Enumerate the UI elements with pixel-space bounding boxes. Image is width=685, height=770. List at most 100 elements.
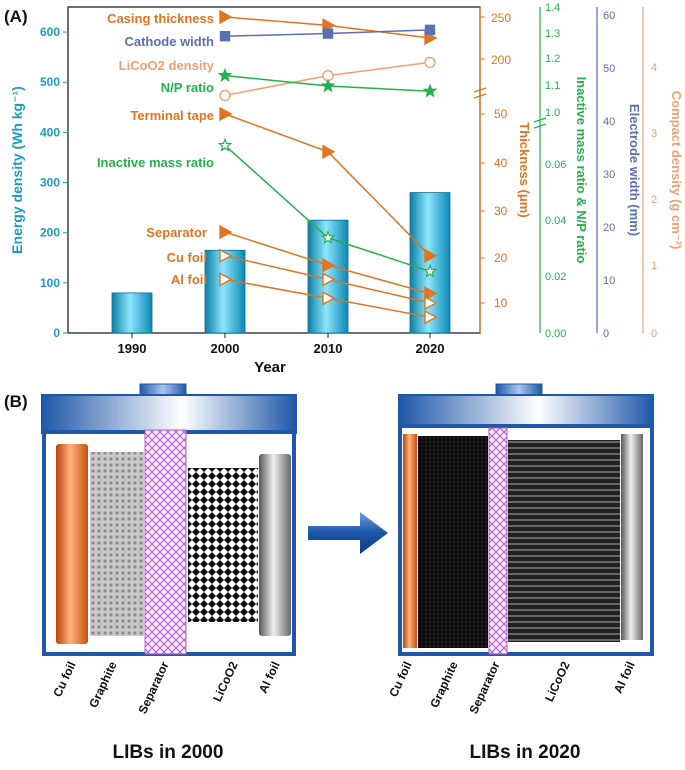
graphite-layer xyxy=(90,452,144,636)
ratio-tick: 0.06 xyxy=(545,159,566,171)
series-marker-licoo2-density xyxy=(424,56,436,69)
cell-title-2020: LIBs in 2020 xyxy=(470,742,581,763)
y-tick-label: 600 xyxy=(40,25,60,39)
thickness-tick: 10 xyxy=(494,296,508,310)
width-tick: 20 xyxy=(603,222,615,234)
licoo2-layer xyxy=(508,440,620,642)
series-marker-n-p-ratio xyxy=(320,78,336,93)
y-tick-label: 0 xyxy=(53,326,60,340)
series-marker-n-p-ratio xyxy=(217,67,233,82)
bar-2020 xyxy=(409,192,451,334)
width-tick: 30 xyxy=(603,169,615,181)
series-marker-cu-foil xyxy=(219,248,233,263)
ratio-tick: 1.1 xyxy=(545,80,560,92)
series-marker-separator xyxy=(219,224,233,240)
width-tick: 0 xyxy=(603,328,609,340)
series-marker-terminal-tape xyxy=(424,248,438,263)
ratio-tick: 0.02 xyxy=(545,271,566,283)
series-marker-cu-foil xyxy=(424,295,438,311)
ratio-tick: 1.0 xyxy=(545,107,560,119)
label-separator: Separator xyxy=(466,659,503,716)
series-label-separator: Separator xyxy=(146,225,207,240)
series-marker-terminal-tape xyxy=(219,106,233,122)
series-label-licoo2-density: LiCoO2 density xyxy=(119,58,215,73)
width-tick: 60 xyxy=(603,10,615,22)
x-tick-label: 2010 xyxy=(314,341,343,356)
cell-cap xyxy=(41,394,297,434)
series-marker-casing-thickness xyxy=(219,9,233,25)
density-tick: 2 xyxy=(651,194,657,206)
label-cu-foil: Cu foil xyxy=(50,659,78,699)
series-label-n-p-ratio: N/P ratio xyxy=(161,80,214,95)
series-marker-inactive-mass-ratio xyxy=(320,230,336,245)
label-al-foil: Al foil xyxy=(256,659,283,695)
series-marker-separator xyxy=(322,258,336,273)
ratio-tick: 0.04 xyxy=(545,215,566,227)
ratio-tick: 1.4 xyxy=(545,2,560,14)
series-label-al-foil: Al foil xyxy=(171,272,207,287)
series-label-casing-thickness: Casing thickness xyxy=(107,11,214,26)
width-tick: 40 xyxy=(603,116,615,128)
y-axis-left: 0 100 200 300 400 500 600 xyxy=(40,25,68,340)
axis-compact-density: 0 1 2 3 4 Compact density (g cm⁻³) xyxy=(642,7,684,340)
thickness-tick: 20 xyxy=(494,251,508,265)
width-tick: 50 xyxy=(603,63,615,75)
axis-thickness: 200 250 10 20 30 40 50 Thickness (μm) xyxy=(473,7,532,333)
x-axis-label: Year xyxy=(254,359,286,376)
x-tick-label: 1990 xyxy=(118,341,147,356)
y-tick-label: 100 xyxy=(40,276,60,290)
series-marker-inactive-mass-ratio xyxy=(422,263,438,278)
bar-2000 xyxy=(204,249,246,334)
panel-a-label: (A) xyxy=(4,7,28,26)
series-label-cu-foil: Cu foil xyxy=(167,250,207,265)
series-marker-cu-foil xyxy=(322,272,336,287)
density-tick: 4 xyxy=(651,62,657,74)
series-marker-cathode-width xyxy=(219,31,231,42)
series-marker-al-foil xyxy=(424,309,438,325)
y-tick-label: 400 xyxy=(40,125,60,139)
licoo2-layer xyxy=(188,468,258,622)
series-labels: Casing thickness Cathode width LiCoO2 dens… xyxy=(97,11,215,287)
series-marker-al-foil xyxy=(219,272,233,287)
bar-1990 xyxy=(111,292,153,334)
separator-layer xyxy=(144,429,187,655)
label-licoo2: LiCoO2 xyxy=(542,659,573,704)
thickness-tick: 50 xyxy=(494,107,508,121)
cell-cap xyxy=(398,394,654,428)
panel-b-label: (B) xyxy=(4,392,28,411)
series-marker-cathode-width xyxy=(424,24,436,36)
axis-electrode-width: 0 10 20 30 40 50 60 Electrode width (mm) xyxy=(596,7,642,340)
y-tick-label: 500 xyxy=(40,75,60,89)
series-marker-al-foil xyxy=(322,291,336,306)
al-foil-layer xyxy=(621,434,643,640)
label-separator: Separator xyxy=(135,659,172,716)
thickness-tick: 30 xyxy=(494,204,508,218)
series-label-cathode-width: Cathode width xyxy=(124,34,214,49)
label-graphite: Graphite xyxy=(427,659,461,710)
al-foil-layer xyxy=(259,454,291,636)
component-labels: Cu foil Graphite Separator LiCoO2 Al foi… xyxy=(50,659,637,716)
series-label-terminal-tape: Terminal tape xyxy=(130,108,214,123)
thickness-tick: 200 xyxy=(491,53,511,67)
cell-title-2000: LIBs in 2000 xyxy=(113,742,224,763)
y-axis-label: Energy density (Wh kg⁻¹) xyxy=(9,86,25,254)
x-tick-label: 2020 xyxy=(416,341,445,356)
cell-2020 xyxy=(398,383,654,656)
axis-ratio: 0.00 0.02 0.04 0.06 1.0 1.1 1.2 1.3 1.4 … xyxy=(533,2,589,340)
width-tick: 10 xyxy=(603,275,615,287)
cu-foil-layer xyxy=(403,434,417,648)
series-marker-licoo2-density xyxy=(219,89,231,102)
cu-foil-layer xyxy=(56,444,88,644)
ratio-tick: 0.00 xyxy=(545,328,566,340)
ratio-tick: 1.2 xyxy=(545,53,560,65)
x-tick-label: 2000 xyxy=(211,341,240,356)
cell-2000 xyxy=(41,383,297,656)
density-tick: 0 xyxy=(651,328,657,340)
label-licoo2: LiCoO2 xyxy=(210,659,241,704)
label-cu-foil: Cu foil xyxy=(386,659,414,699)
label-al-foil: Al foil xyxy=(611,659,638,695)
series-marker-inactive-mass-ratio xyxy=(217,137,233,152)
separator-layer xyxy=(488,427,508,655)
series-marker-separator xyxy=(424,286,438,301)
